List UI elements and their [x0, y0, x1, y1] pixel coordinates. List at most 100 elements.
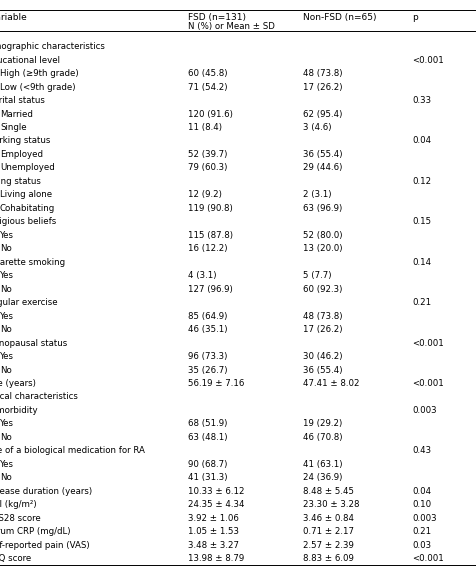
Text: 60 (92.3): 60 (92.3) [302, 284, 342, 294]
Text: 62 (95.4): 62 (95.4) [302, 109, 342, 119]
Text: 24 (36.9): 24 (36.9) [302, 473, 342, 482]
Text: 3 (4.6): 3 (4.6) [302, 123, 331, 132]
Text: 0.04: 0.04 [412, 136, 431, 145]
Text: Cigarette smoking: Cigarette smoking [0, 258, 65, 267]
Text: Low (<9th grade): Low (<9th grade) [0, 83, 75, 92]
Text: Living status: Living status [0, 177, 40, 186]
Text: 0.43: 0.43 [412, 446, 431, 455]
Text: 2 (3.1): 2 (3.1) [302, 190, 331, 200]
Text: 8.48 ± 5.45: 8.48 ± 5.45 [302, 487, 353, 496]
Text: Yes: Yes [0, 231, 14, 240]
Text: No: No [0, 473, 12, 482]
Text: 3.46 ± 0.84: 3.46 ± 0.84 [302, 514, 353, 523]
Text: No: No [0, 433, 12, 442]
Text: 16 (12.2): 16 (12.2) [188, 245, 228, 253]
Text: Use of a biological medication for RA: Use of a biological medication for RA [0, 446, 144, 455]
Text: FSD (n=131): FSD (n=131) [188, 13, 246, 22]
Text: Clinical characteristics: Clinical characteristics [0, 393, 78, 401]
Text: Single: Single [0, 123, 27, 132]
Text: 19 (29.2): 19 (29.2) [302, 420, 341, 429]
Text: 68 (51.9): 68 (51.9) [188, 420, 228, 429]
Text: <0.001: <0.001 [412, 379, 444, 388]
Text: Yes: Yes [0, 460, 14, 469]
Text: No: No [0, 245, 12, 253]
Text: 0.33: 0.33 [412, 96, 431, 105]
Text: Religious beliefs: Religious beliefs [0, 217, 56, 226]
Text: 3.48 ± 3.27: 3.48 ± 3.27 [188, 541, 239, 549]
Text: 36 (55.4): 36 (55.4) [302, 150, 342, 159]
Text: 11 (8.4): 11 (8.4) [188, 123, 222, 132]
Text: 90 (68.7): 90 (68.7) [188, 460, 228, 469]
Text: Living alone: Living alone [0, 190, 52, 200]
Text: 10.33 ± 6.12: 10.33 ± 6.12 [188, 487, 244, 496]
Text: Yes: Yes [0, 352, 14, 361]
Text: 35 (26.7): 35 (26.7) [188, 365, 228, 374]
Text: 0.04: 0.04 [412, 487, 431, 496]
Text: Menopausal status: Menopausal status [0, 339, 67, 348]
Text: 119 (90.8): 119 (90.8) [188, 204, 233, 213]
Text: 85 (64.9): 85 (64.9) [188, 312, 228, 321]
Text: Employed: Employed [0, 150, 43, 159]
Text: 0.003: 0.003 [412, 406, 436, 415]
Text: 0.21: 0.21 [412, 298, 431, 307]
Text: 96 (73.3): 96 (73.3) [188, 352, 228, 361]
Text: Educational level: Educational level [0, 56, 60, 64]
Text: 30 (46.2): 30 (46.2) [302, 352, 342, 361]
Text: Yes: Yes [0, 420, 14, 429]
Text: 17 (26.2): 17 (26.2) [302, 83, 342, 92]
Text: 79 (60.3): 79 (60.3) [188, 164, 228, 172]
Text: Variable: Variable [0, 13, 27, 22]
Text: 17 (26.2): 17 (26.2) [302, 325, 342, 334]
Text: 23.30 ± 3.28: 23.30 ± 3.28 [302, 500, 358, 510]
Text: 63 (96.9): 63 (96.9) [302, 204, 341, 213]
Text: 48 (73.8): 48 (73.8) [302, 312, 342, 321]
Text: 63 (48.1): 63 (48.1) [188, 433, 228, 442]
Text: Married: Married [0, 109, 33, 119]
Text: 0.12: 0.12 [412, 177, 431, 186]
Text: <0.001: <0.001 [412, 56, 444, 64]
Text: Yes: Yes [0, 312, 14, 321]
Text: Age (years): Age (years) [0, 379, 36, 388]
Text: Unemployed: Unemployed [0, 164, 55, 172]
Text: 0.71 ± 2.17: 0.71 ± 2.17 [302, 527, 353, 536]
Text: 2.57 ± 2.39: 2.57 ± 2.39 [302, 541, 353, 549]
Text: <0.001: <0.001 [412, 339, 444, 348]
Text: 60 (45.8): 60 (45.8) [188, 69, 228, 78]
Text: 4 (3.1): 4 (3.1) [188, 271, 217, 280]
Text: BDQ score: BDQ score [0, 554, 31, 563]
Text: DAS28 score: DAS28 score [0, 514, 40, 523]
Text: Marital status: Marital status [0, 96, 44, 105]
Text: 1.05 ± 1.53: 1.05 ± 1.53 [188, 527, 239, 536]
Text: 56.19 ± 7.16: 56.19 ± 7.16 [188, 379, 244, 388]
Text: 0.15: 0.15 [412, 217, 431, 226]
Text: 29 (44.6): 29 (44.6) [302, 164, 342, 172]
Text: Yes: Yes [0, 271, 14, 280]
Text: 12 (9.2): 12 (9.2) [188, 190, 222, 200]
Text: Disease duration (years): Disease duration (years) [0, 487, 91, 496]
Text: 46 (70.8): 46 (70.8) [302, 433, 342, 442]
Text: 41 (31.3): 41 (31.3) [188, 473, 228, 482]
Text: 0.14: 0.14 [412, 258, 431, 267]
Text: 24.35 ± 4.34: 24.35 ± 4.34 [188, 500, 244, 510]
Text: 41 (63.1): 41 (63.1) [302, 460, 342, 469]
Text: 47.41 ± 8.02: 47.41 ± 8.02 [302, 379, 358, 388]
Text: No: No [0, 325, 12, 334]
Text: 115 (87.8): 115 (87.8) [188, 231, 233, 240]
Text: 127 (96.9): 127 (96.9) [188, 284, 233, 294]
Text: 13.98 ± 8.79: 13.98 ± 8.79 [188, 554, 244, 563]
Text: p: p [412, 13, 417, 22]
Text: 13 (20.0): 13 (20.0) [302, 245, 342, 253]
Text: 120 (91.6): 120 (91.6) [188, 109, 233, 119]
Text: Cohabitating: Cohabitating [0, 204, 55, 213]
Text: Non-FSD (n=65): Non-FSD (n=65) [302, 13, 376, 22]
Text: N (%) or Mean ± SD: N (%) or Mean ± SD [188, 22, 275, 31]
Text: 36 (55.4): 36 (55.4) [302, 365, 342, 374]
Text: 3.92 ± 1.06: 3.92 ± 1.06 [188, 514, 239, 523]
Text: 0.03: 0.03 [412, 541, 431, 549]
Text: 5 (7.7): 5 (7.7) [302, 271, 331, 280]
Text: BMI (kg/m²): BMI (kg/m²) [0, 500, 36, 510]
Text: No: No [0, 365, 12, 374]
Text: No: No [0, 284, 12, 294]
Text: Working status: Working status [0, 136, 50, 145]
Text: 0.21: 0.21 [412, 527, 431, 536]
